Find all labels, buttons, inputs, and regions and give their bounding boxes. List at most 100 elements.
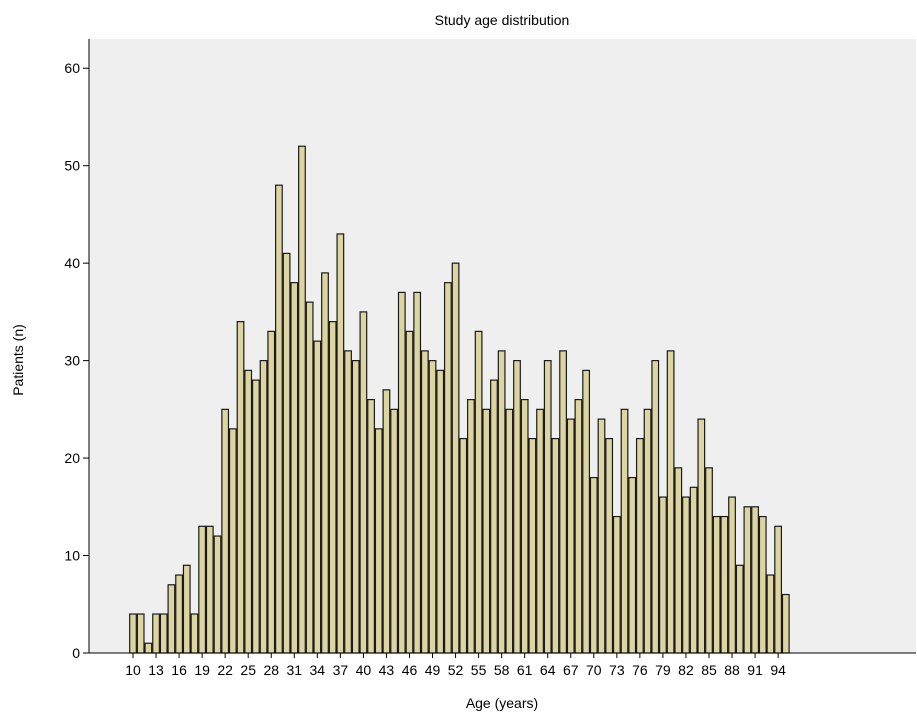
x-tick-label: 13 bbox=[148, 662, 164, 678]
bar-age-67 bbox=[566, 418, 575, 654]
bar-age-53 bbox=[459, 437, 468, 654]
bar-age-51 bbox=[443, 282, 452, 654]
bar-age-50 bbox=[436, 369, 445, 654]
bar-age-80 bbox=[666, 350, 675, 654]
x-axis-title: Age (years) bbox=[466, 695, 538, 711]
bar-age-19 bbox=[198, 525, 207, 654]
bar-age-17 bbox=[182, 564, 191, 654]
x-tick-label: 79 bbox=[655, 662, 671, 678]
x-tick-label: 22 bbox=[217, 662, 233, 678]
bar-age-22 bbox=[221, 408, 230, 654]
x-tick-label: 58 bbox=[494, 662, 510, 678]
bar-age-11 bbox=[136, 613, 145, 654]
x-tick-label: 94 bbox=[770, 662, 786, 678]
bar-age-26 bbox=[251, 379, 260, 654]
bar-age-14 bbox=[159, 613, 168, 654]
bar-age-46 bbox=[405, 330, 414, 654]
bar-age-90 bbox=[743, 506, 752, 654]
x-tick-label: 25 bbox=[240, 662, 256, 678]
bar-age-21 bbox=[213, 535, 222, 654]
bar-age-85 bbox=[705, 467, 713, 654]
bar-age-69 bbox=[582, 369, 591, 654]
bar-age-78 bbox=[651, 360, 660, 654]
bar-age-54 bbox=[467, 399, 475, 654]
x-tick-label: 43 bbox=[379, 662, 395, 678]
x-tick-label: 31 bbox=[286, 662, 302, 678]
bar-age-91 bbox=[751, 506, 759, 654]
bar-age-60 bbox=[513, 360, 521, 654]
bar-age-62 bbox=[528, 437, 537, 654]
bar-age-65 bbox=[551, 437, 560, 654]
bar-age-93 bbox=[766, 574, 775, 654]
bar-age-76 bbox=[635, 437, 644, 654]
bar-age-79 bbox=[659, 496, 667, 654]
x-tick-label: 28 bbox=[263, 662, 279, 678]
x-tick-label: 37 bbox=[333, 662, 349, 678]
x-axis: 10 13 16 19 22 25 28 31 34 37 40 43 46 49 52 55 58 61 64 67… bbox=[89, 652, 916, 678]
bar-age-61 bbox=[520, 399, 529, 654]
bar-age-15 bbox=[167, 584, 176, 654]
bar-age-82 bbox=[682, 496, 690, 654]
y-tick-label: 40 bbox=[64, 255, 80, 271]
bar-age-39 bbox=[351, 360, 360, 654]
x-tick-label: 91 bbox=[747, 662, 763, 678]
x-tick-label: 67 bbox=[563, 662, 579, 678]
bar-age-95 bbox=[781, 593, 790, 654]
bar-age-74 bbox=[620, 408, 629, 654]
x-tick-label: 82 bbox=[678, 662, 694, 678]
x-tick-label: 64 bbox=[540, 662, 556, 678]
bar-age-57 bbox=[490, 379, 498, 654]
bar-age-49 bbox=[428, 360, 437, 654]
bar-age-24 bbox=[236, 321, 245, 654]
bar-age-12 bbox=[144, 642, 153, 654]
bar-age-72 bbox=[605, 437, 614, 654]
x-tick-label: 40 bbox=[356, 662, 372, 678]
y-tick-label: 20 bbox=[64, 450, 80, 466]
bar-age-41 bbox=[367, 399, 375, 654]
bar-age-48 bbox=[420, 350, 429, 654]
y-tick-label: 50 bbox=[64, 158, 80, 174]
x-tick-label: 55 bbox=[471, 662, 487, 678]
x-tick-label: 70 bbox=[586, 662, 602, 678]
y-tick-label: 60 bbox=[64, 60, 80, 76]
bar-age-42 bbox=[374, 428, 383, 654]
bar-age-29 bbox=[275, 184, 283, 654]
bar-age-71 bbox=[597, 418, 606, 654]
bar-age-27 bbox=[259, 360, 268, 654]
x-tick-label: 19 bbox=[194, 662, 210, 678]
bar-age-47 bbox=[413, 291, 422, 654]
y-axis-title: Patients (n) bbox=[10, 324, 26, 396]
bar-age-64 bbox=[543, 360, 552, 654]
bar-age-59 bbox=[505, 408, 514, 654]
bar-age-88 bbox=[728, 496, 736, 654]
x-tick-label: 10 bbox=[125, 662, 141, 678]
y-tick-label: 30 bbox=[64, 353, 80, 369]
bar-age-10 bbox=[129, 613, 137, 654]
bar-age-86 bbox=[712, 515, 721, 654]
bar-age-20 bbox=[205, 525, 214, 654]
bar-age-38 bbox=[344, 350, 352, 654]
bar-age-66 bbox=[559, 350, 567, 654]
y-tick-label: 10 bbox=[64, 548, 80, 564]
x-tick-label: 49 bbox=[425, 662, 441, 678]
bar-age-35 bbox=[321, 272, 329, 654]
bar-age-44 bbox=[390, 408, 399, 654]
bar-age-52 bbox=[451, 262, 460, 654]
bar-age-81 bbox=[674, 467, 683, 654]
bar-age-68 bbox=[574, 399, 583, 654]
bar-age-13 bbox=[152, 613, 160, 654]
bar-age-25 bbox=[244, 369, 253, 654]
bar-age-33 bbox=[305, 301, 314, 654]
x-tick-label: 85 bbox=[701, 662, 717, 678]
x-tick-label: 88 bbox=[724, 662, 740, 678]
bar-age-30 bbox=[282, 252, 291, 654]
bar-age-58 bbox=[497, 350, 506, 654]
bar-age-73 bbox=[612, 515, 621, 654]
bar-age-36 bbox=[328, 321, 337, 654]
bar-age-87 bbox=[720, 515, 729, 654]
x-tick-label: 61 bbox=[517, 662, 533, 678]
bar-age-40 bbox=[359, 311, 368, 654]
y-tick-label: 0 bbox=[72, 645, 80, 661]
bar-age-34 bbox=[313, 340, 322, 654]
